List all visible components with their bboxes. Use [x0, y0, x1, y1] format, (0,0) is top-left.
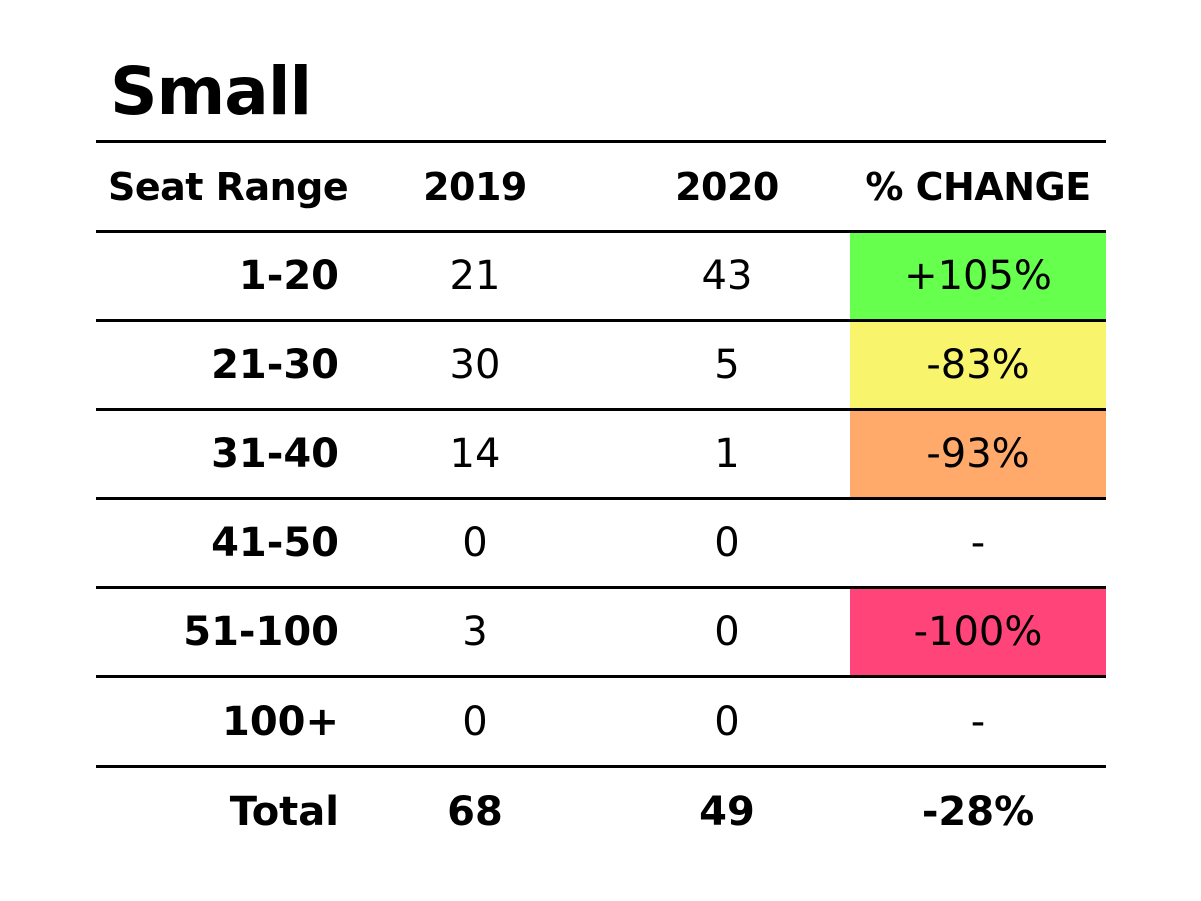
row-rule — [96, 408, 1106, 411]
column-header-percent-change: % CHANGE — [865, 164, 1091, 209]
column-header-seat-range: Seat Range — [108, 164, 349, 209]
total-percent-change: -28% — [921, 789, 1035, 835]
column-header-2020: 2020 — [675, 164, 779, 209]
value-2020-cell: 5 — [714, 342, 740, 388]
table-row: 41-50 0 0 - — [96, 500, 1106, 586]
value-2020-cell: 0 — [714, 520, 740, 566]
percent-change-cell: - — [970, 698, 986, 745]
value-2019-cell: 3 — [462, 609, 488, 655]
column-header-2019: 2019 — [423, 164, 527, 209]
table-row: 51-100 3 0 -100% — [96, 589, 1106, 675]
total-label: Total — [229, 789, 339, 835]
value-2020-cell: 0 — [714, 609, 740, 655]
seat-range-cell: 1-20 — [238, 253, 339, 299]
percent-change-cell: +105% — [850, 233, 1106, 319]
seat-range-cell: 100+ — [221, 698, 339, 745]
value-2019-cell: 30 — [449, 342, 501, 388]
table-row: 100+ 0 0 - — [96, 678, 1106, 765]
value-2020-cell: 0 — [714, 698, 740, 745]
table-row: 31-40 14 1 -93% — [96, 411, 1106, 497]
value-2020-cell: 43 — [701, 253, 753, 299]
total-rule — [96, 765, 1106, 768]
table-title: Small — [110, 53, 312, 130]
row-rule — [96, 319, 1106, 322]
seat-range-cell: 31-40 — [211, 431, 339, 477]
total-2020-value: 49 — [699, 789, 755, 835]
total-2019-value: 68 — [447, 789, 503, 835]
value-2019-cell: 0 — [462, 520, 488, 566]
header-row: Seat Range 2019 2020 % CHANGE — [96, 143, 1106, 230]
table-row: 1-20 21 43 +105% — [96, 233, 1106, 319]
table-top-rule — [96, 140, 1106, 143]
row-rule — [96, 497, 1106, 500]
value-2019-cell: 21 — [449, 253, 501, 299]
row-rule — [96, 675, 1106, 678]
percent-change-cell: -83% — [850, 322, 1106, 408]
percent-change-cell: -93% — [850, 411, 1106, 497]
seat-range-cell: 21-30 — [211, 342, 339, 388]
seat-range-cell: 41-50 — [211, 520, 339, 566]
total-row: Total 68 49 -28% — [96, 768, 1106, 856]
row-rule — [96, 586, 1106, 589]
header-rule — [96, 230, 1106, 233]
seat-range-cell: 51-100 — [183, 609, 339, 655]
percent-change-cell: -100% — [850, 589, 1106, 675]
percent-change-cell: - — [970, 520, 986, 566]
value-2020-cell: 1 — [714, 431, 740, 477]
table-row: 21-30 30 5 -83% — [96, 322, 1106, 408]
value-2019-cell: 14 — [449, 431, 501, 477]
value-2019-cell: 0 — [462, 698, 488, 745]
